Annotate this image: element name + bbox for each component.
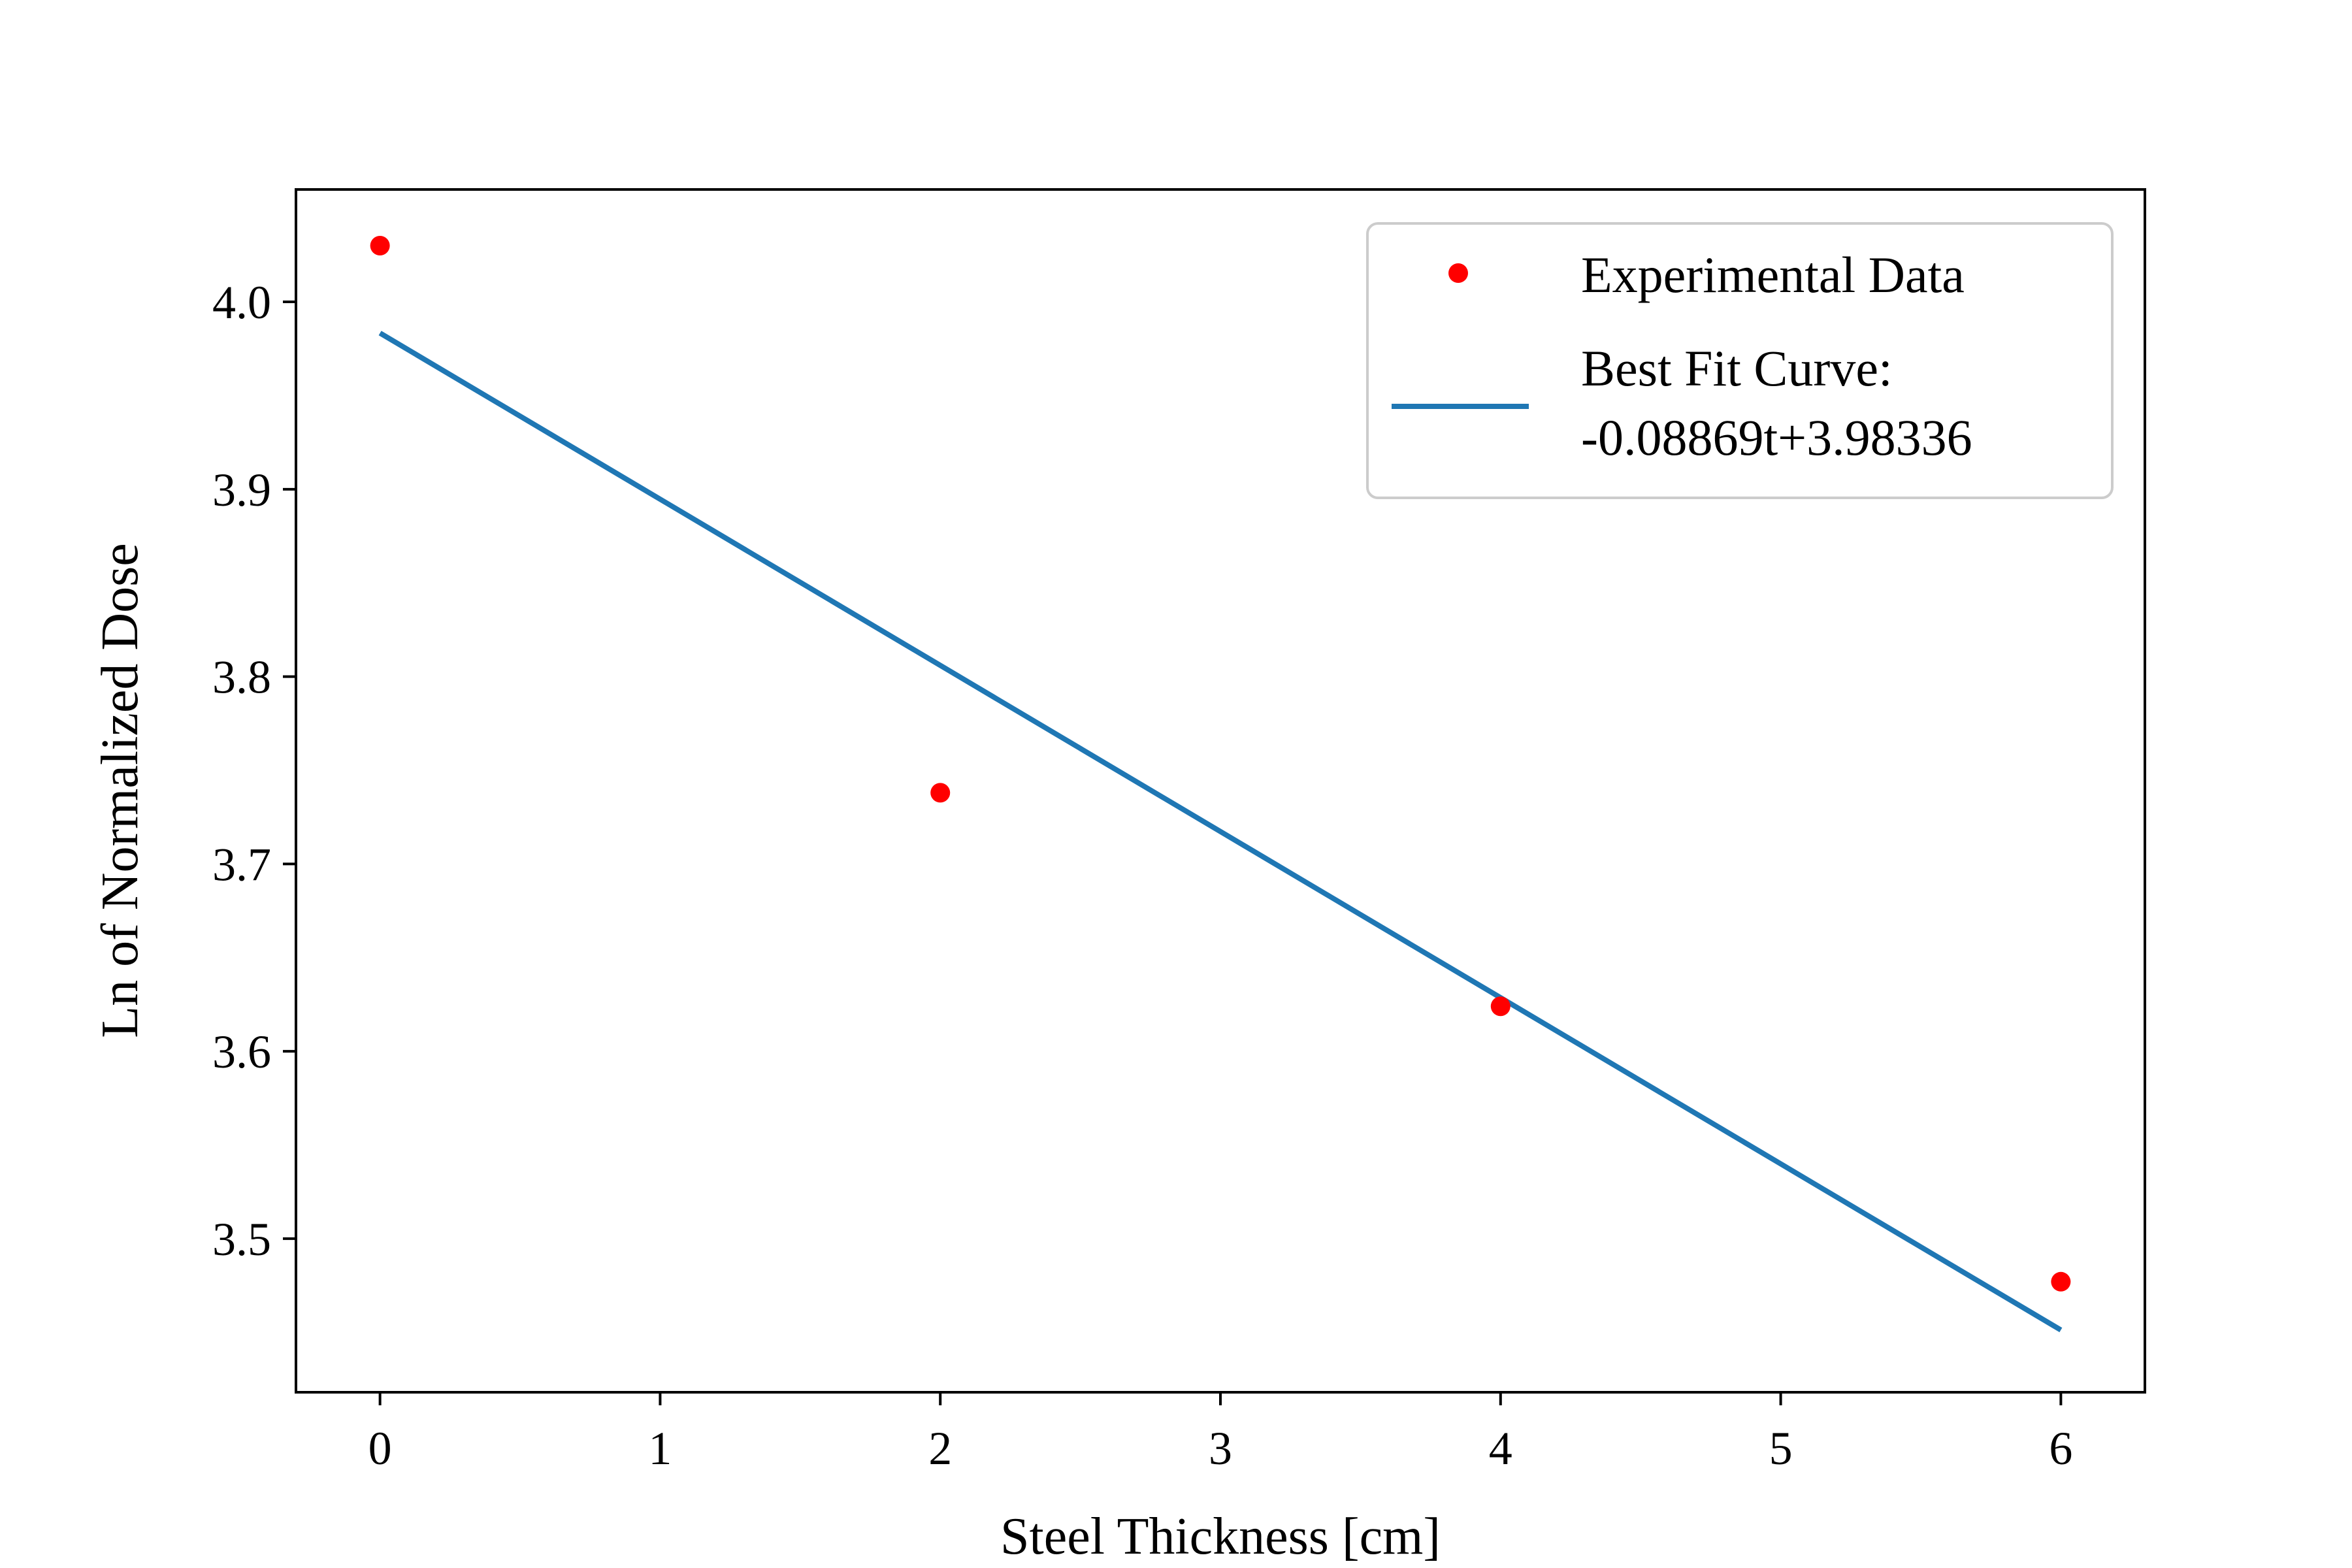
y-tick-label: 3.8 [212,651,271,704]
x-tick-label: 2 [928,1422,952,1475]
data-point [370,236,390,256]
legend-marker-experimental [1448,263,1468,283]
y-tick-label: 4.0 [212,276,271,329]
best-fit-line [378,331,2063,1333]
y-tick-label: 3.6 [212,1026,271,1078]
y-tick-label: 3.9 [212,464,271,516]
legend-label-fit: Best Fit Curve: [1581,340,1893,397]
legend-box [1366,222,2114,499]
y-axis-title: Ln of Normalized Dose [91,543,149,1038]
y-tick-label: 3.5 [212,1213,271,1266]
legend-label-fit-equation: -0.08869t+3.98336 [1581,409,1972,466]
data-point [1490,996,1511,1017]
x-tick-label: 4 [1489,1422,1512,1475]
x-axis-title: Steel Thickness [cm] [1000,1508,1441,1565]
legend: Experimental Data Best Fit Curve: -0.088… [1366,222,2114,499]
x-tick-label: 0 [368,1422,392,1475]
x-tick-label: 6 [2049,1422,2072,1475]
data-point [2051,1271,2071,1292]
x-tick-label: 3 [1209,1422,1232,1475]
x-axis: 0 1 2 3 4 5 6 [368,1392,2072,1475]
y-tick-label: 3.7 [212,838,271,890]
x-tick-label: 1 [648,1422,672,1475]
y-axis: 3.5 3.6 3.7 3.8 3.9 4.0 [212,276,296,1266]
x-tick-label: 5 [1769,1422,1793,1475]
experimental-points [370,236,2071,1292]
data-point [930,783,951,803]
legend-label-experimental: Experimental Data [1581,246,1965,303]
plot-marks [370,236,2071,1333]
